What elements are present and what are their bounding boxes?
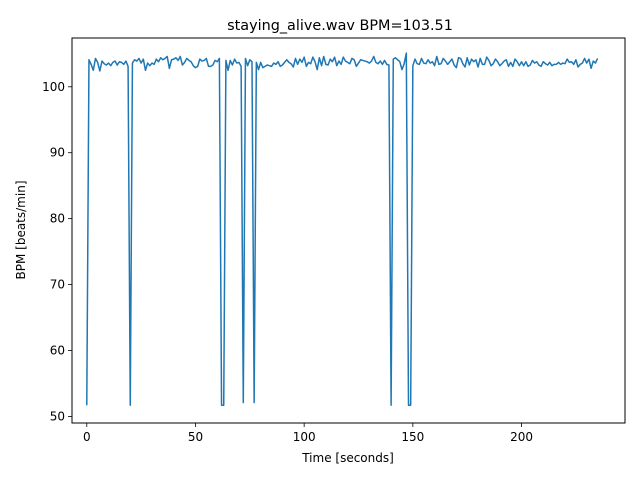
x-tick-label: 50 xyxy=(188,430,203,444)
plot-area xyxy=(86,52,599,406)
x-tick-label: 100 xyxy=(293,430,316,444)
x-axis-label: Time [seconds] xyxy=(301,451,394,465)
series-line-0 xyxy=(86,52,599,406)
y-tick-label: 90 xyxy=(50,146,65,160)
y-tick-label: 60 xyxy=(50,343,65,357)
y-tick-label: 50 xyxy=(50,409,65,423)
axes-frame xyxy=(71,37,626,424)
x-tick-label: 150 xyxy=(401,430,424,444)
y-tick-label: 80 xyxy=(50,212,65,226)
y-axis-label: BPM [beats/min] xyxy=(14,181,28,280)
chart-title: staying_alive.wav BPM=103.51 xyxy=(227,18,453,34)
y-tick-label: 100 xyxy=(42,80,65,94)
y-tick-label: 70 xyxy=(50,278,65,292)
axis-ticks: 0 50 100 150 200 50 60 70 80 90 100 xyxy=(42,80,533,444)
x-tick-label: 200 xyxy=(510,430,533,444)
x-tick-label: 0 xyxy=(83,430,91,444)
